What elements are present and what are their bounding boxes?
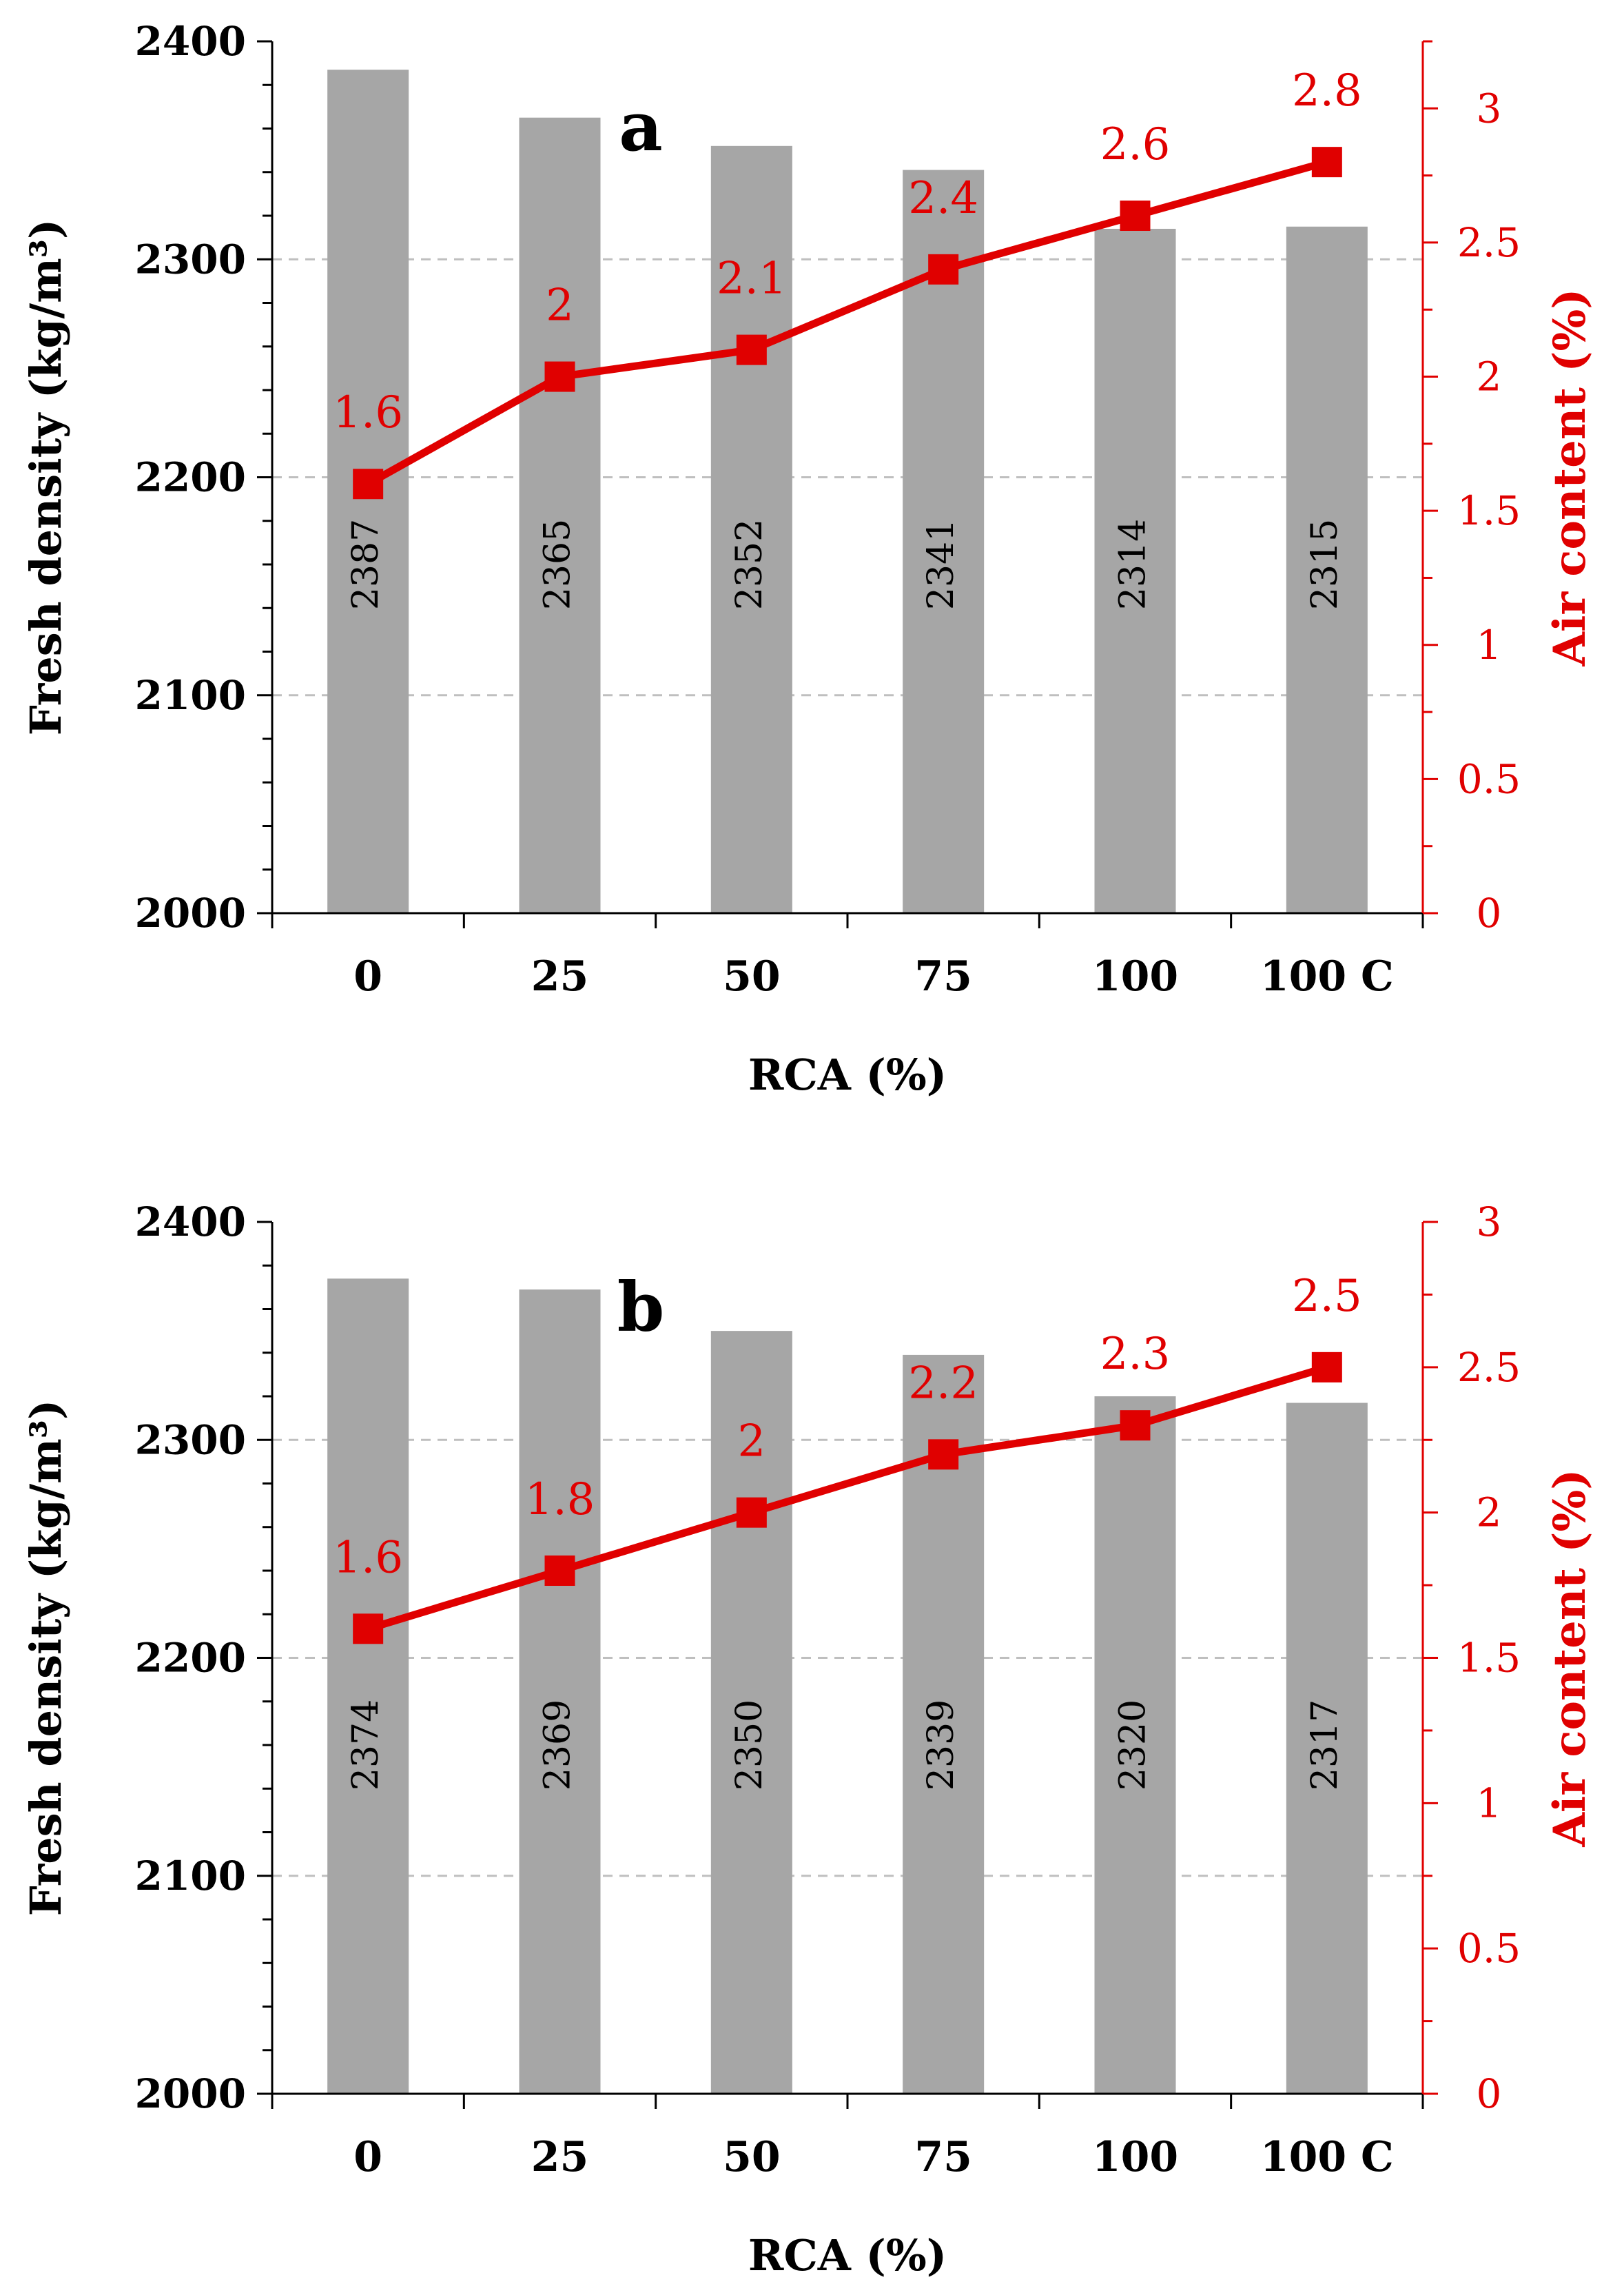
air-content-marker xyxy=(1120,201,1151,231)
air-content-label: 2 xyxy=(546,280,574,332)
x-tick-label: 25 xyxy=(531,952,589,1001)
air-content-marker xyxy=(353,1613,384,1644)
bar-value-label: 2339 xyxy=(921,1700,962,1791)
bar-value-label: 2374 xyxy=(345,1700,387,1791)
left-tick-label: 2200 xyxy=(135,1635,246,1682)
panel-label: b xyxy=(617,1268,665,1347)
bar-75 xyxy=(903,170,985,913)
left-tick-label: 2400 xyxy=(135,1198,246,1245)
air-content-line xyxy=(366,158,1328,488)
bar-value-label: 2387 xyxy=(345,519,387,610)
air-content-marker xyxy=(544,361,575,392)
left-tick-label: 2300 xyxy=(135,1416,246,1463)
air-content-marker xyxy=(353,469,384,500)
air-content-line xyxy=(367,1363,1328,1633)
air-content-label: 2.1 xyxy=(717,254,787,305)
right-tick-label: 1 xyxy=(1477,622,1502,669)
x-tick-label: 100 C xyxy=(1260,2133,1394,2181)
left-tick-label: 2300 xyxy=(135,236,246,283)
air-content-label: 2 xyxy=(737,1416,765,1467)
air-content-marker xyxy=(1120,1410,1151,1441)
air-content-label: 1.6 xyxy=(333,1532,403,1583)
bar-value-label: 2365 xyxy=(537,519,579,610)
left-tick-label: 2100 xyxy=(135,1853,246,1899)
air-content-label: 2.2 xyxy=(908,1358,978,1409)
right-tick-label: 0.5 xyxy=(1457,1925,1521,1972)
bar-100 xyxy=(1094,228,1176,914)
right-tick-label: 2 xyxy=(1477,354,1502,400)
bar-25 xyxy=(519,117,601,913)
bar-100-c xyxy=(1286,1402,1368,2094)
left-tick-label: 2000 xyxy=(135,890,246,937)
air-content-marker xyxy=(736,1497,767,1528)
y2-axis-title: Air content (%) xyxy=(1544,1469,1596,1847)
bar-0 xyxy=(327,1278,409,2094)
air-content-marker xyxy=(1311,147,1342,178)
x-tick-label: 100 C xyxy=(1260,952,1394,1001)
air-content-label: 2.8 xyxy=(1292,65,1362,116)
bar-value-label: 2352 xyxy=(729,519,770,610)
panel-label: a xyxy=(619,88,663,167)
chart-panel-b: 2374 2369 2350 2339 2320 23172000210022002300… xyxy=(21,1198,1596,2281)
right-tick-label: 2.5 xyxy=(1457,1344,1521,1391)
x-tick-label: 100 xyxy=(1092,952,1178,1001)
right-tick-label: 0.5 xyxy=(1457,755,1521,802)
x-tick-label: 50 xyxy=(723,952,781,1001)
bar-value-label: 2315 xyxy=(1304,519,1346,610)
x-tick-label: 0 xyxy=(353,2133,382,2181)
left-tick-label: 2400 xyxy=(135,18,246,65)
x-tick-label: 25 xyxy=(531,2133,589,2181)
x-axis-title: RCA (%) xyxy=(748,1050,947,1100)
air-content-label: 2.5 xyxy=(1292,1271,1362,1322)
x-tick-label: 75 xyxy=(914,952,972,1001)
right-tick-label: 1 xyxy=(1477,1779,1502,1826)
x-tick-label: 0 xyxy=(353,952,382,1001)
x-tick-label: 100 xyxy=(1092,2133,1178,2181)
bar-value-label: 2350 xyxy=(729,1700,770,1791)
bar-100 xyxy=(1094,1396,1176,2094)
y-axis-title: Fresh density (kg/m³) xyxy=(21,219,71,736)
bar-value-label: 2320 xyxy=(1113,1700,1154,1791)
bar-value-label: 2369 xyxy=(537,1700,579,1791)
bar-50 xyxy=(710,145,792,913)
left-tick-label: 2200 xyxy=(135,454,246,501)
air-content-label: 1.8 xyxy=(525,1474,595,1525)
right-tick-label: 2.5 xyxy=(1457,219,1521,266)
bar-50 xyxy=(710,1331,792,2094)
air-content-marker xyxy=(1311,1352,1342,1383)
air-content-label: 2.3 xyxy=(1100,1329,1171,1380)
air-content-marker xyxy=(544,1556,575,1586)
right-tick-label: 3 xyxy=(1477,1198,1502,1245)
x-tick-label: 50 xyxy=(723,2133,781,2181)
chart-panel-a: 2387 2365 2352 2341 2314 23152000210022002300… xyxy=(21,18,1596,1100)
air-content-marker xyxy=(736,334,767,365)
bar-value-label: 2341 xyxy=(921,519,962,610)
air-content-marker xyxy=(928,254,959,285)
bar-value-label: 2317 xyxy=(1304,1700,1346,1791)
air-content-label: 2.4 xyxy=(908,173,978,224)
air-content-label: 2.6 xyxy=(1100,119,1171,170)
x-tick-label: 75 xyxy=(914,2133,972,2181)
bar-75 xyxy=(903,1354,985,2094)
y-axis-title: Fresh density (kg/m³) xyxy=(21,1400,71,1917)
right-tick-label: 0 xyxy=(1477,890,1502,937)
right-tick-label: 1.5 xyxy=(1457,487,1521,534)
bar-25 xyxy=(519,1289,601,2094)
air-content-label: 1.6 xyxy=(333,387,403,438)
x-axis-title: RCA (%) xyxy=(748,2230,947,2281)
right-tick-label: 1.5 xyxy=(1457,1635,1521,1682)
left-tick-label: 2000 xyxy=(135,2070,246,2117)
right-tick-label: 3 xyxy=(1477,85,1502,132)
right-tick-label: 0 xyxy=(1477,2070,1502,2117)
air-content-marker xyxy=(928,1439,959,1470)
bar-value-label: 2314 xyxy=(1113,519,1154,610)
bar-100-c xyxy=(1286,226,1368,913)
right-tick-label: 2 xyxy=(1477,1489,1502,1536)
left-tick-label: 2100 xyxy=(135,672,246,719)
y2-axis-title: Air content (%) xyxy=(1544,288,1596,666)
